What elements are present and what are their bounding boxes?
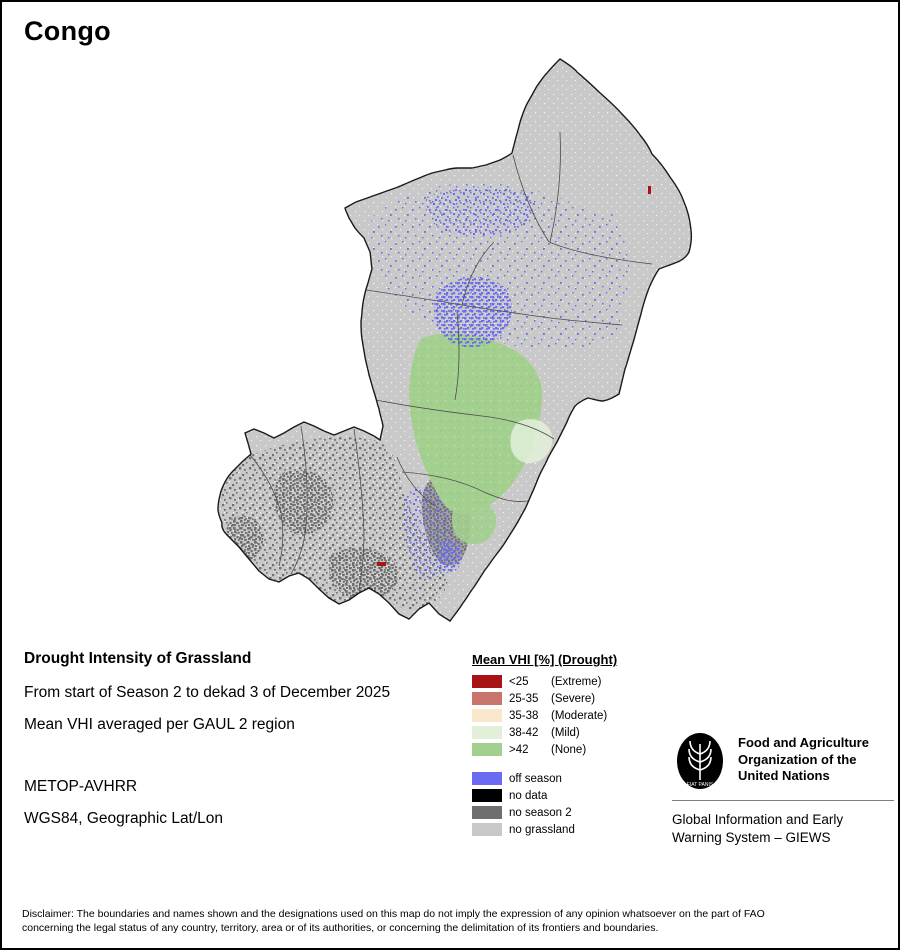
disclaimer-line: Disclaimer: The boundaries and names sho… <box>22 908 765 920</box>
fao-block: FIAT PANIS Food and Agriculture Organiza… <box>672 732 894 846</box>
map-description: Drought Intensity of Grassland From star… <box>24 650 464 828</box>
fao-name-line: Organization of the <box>738 751 857 767</box>
legend: Mean VHI [%] (Drought) <25 (Extreme) 25-… <box>472 652 687 840</box>
legend-row-none: >42 (None) <box>472 743 687 756</box>
legend-label: off season <box>509 772 562 785</box>
legend-class-name: (Severe) <box>551 692 596 705</box>
legend-class-name: (Extreme) <box>551 675 602 688</box>
legend-class-name: (None) <box>551 743 587 756</box>
giews-line: Warning System – GIEWS <box>672 829 831 845</box>
legend-swatch-none <box>472 743 502 756</box>
fao-header: FIAT PANIS Food and Agriculture Organiza… <box>672 732 894 790</box>
legend-range: 35-38 <box>509 709 539 722</box>
fao-divider <box>672 800 894 801</box>
admin-boundaries <box>249 131 653 592</box>
fao-name: Food and Agriculture Organization of the… <box>738 732 869 790</box>
legend-extra-group: off season no data no season 2 no grassl… <box>472 772 687 836</box>
legend-label: no grassland <box>509 823 575 836</box>
legend-range: <25 <box>509 675 529 688</box>
legend-swatch-no-data <box>472 789 502 802</box>
fao-motto: FIAT PANIS <box>687 782 714 788</box>
map-sensor: METOP-AVHRR <box>24 778 138 795</box>
legend-swatch-severe <box>472 692 502 705</box>
vhi-none-overlay <box>408 333 553 545</box>
legend-swatch-extreme <box>472 675 502 688</box>
map-projection: WGS84, Geographic Lat/Lon <box>24 810 224 827</box>
legend-swatch-off-season <box>472 772 502 785</box>
disclaimer: Disclaimer: The boundaries and names sho… <box>22 908 886 935</box>
giews-line: Global Information and Early <box>672 812 844 827</box>
legend-swatch-no-grassland <box>472 823 502 836</box>
legend-class-name: (Mild) <box>551 726 580 739</box>
legend-row-off-season: off season <box>472 772 687 785</box>
congo-map <box>217 58 693 622</box>
map-overlays <box>218 59 692 621</box>
legend-label: no season 2 <box>509 806 572 819</box>
legend-row-moderate: 35-38 (Moderate) <box>472 709 687 722</box>
off-season-overlay <box>370 182 629 580</box>
legend-row-severe: 25-35 (Severe) <box>472 692 687 705</box>
legend-range: 25-35 <box>509 692 539 705</box>
disclaimer-line: concerning the legal status of any count… <box>22 921 659 934</box>
map-aggregation: Mean VHI averaged per GAUL 2 region <box>24 716 295 733</box>
legend-swatch-mild <box>472 726 502 739</box>
legend-class-name: (Moderate) <box>551 709 608 722</box>
legend-row-no-grassland: no grassland <box>472 823 687 836</box>
legend-range: >42 <box>509 743 529 756</box>
legend-range: 38-42 <box>509 726 539 739</box>
vhi-extreme-marks <box>377 186 651 566</box>
page-title: Congo <box>24 16 111 46</box>
legend-label: no data <box>509 789 548 802</box>
map-subtitle: Drought Intensity of Grassland <box>24 650 252 667</box>
legend-row-mild: 38-42 (Mild) <box>472 726 687 739</box>
legend-swatch-moderate <box>472 709 502 722</box>
legend-row-no-data: no data <box>472 789 687 802</box>
fao-name-line: United Nations <box>738 768 830 783</box>
fao-logo-icon: FIAT PANIS <box>677 733 723 789</box>
legend-row-no-season2: no season 2 <box>472 806 687 819</box>
giews-label: Global Information and Early Warning Sys… <box>672 811 894 846</box>
map-period: From start of Season 2 to dekad 3 of Dec… <box>24 684 391 701</box>
vhi-mild-patch <box>510 419 553 464</box>
legend-row-extreme: <25 (Extreme) <box>472 675 687 688</box>
legend-title: Mean VHI [%] (Drought) <box>472 652 618 667</box>
legend-swatch-no-season2 <box>472 806 502 819</box>
fao-name-line: Food and Agriculture <box>738 735 869 750</box>
